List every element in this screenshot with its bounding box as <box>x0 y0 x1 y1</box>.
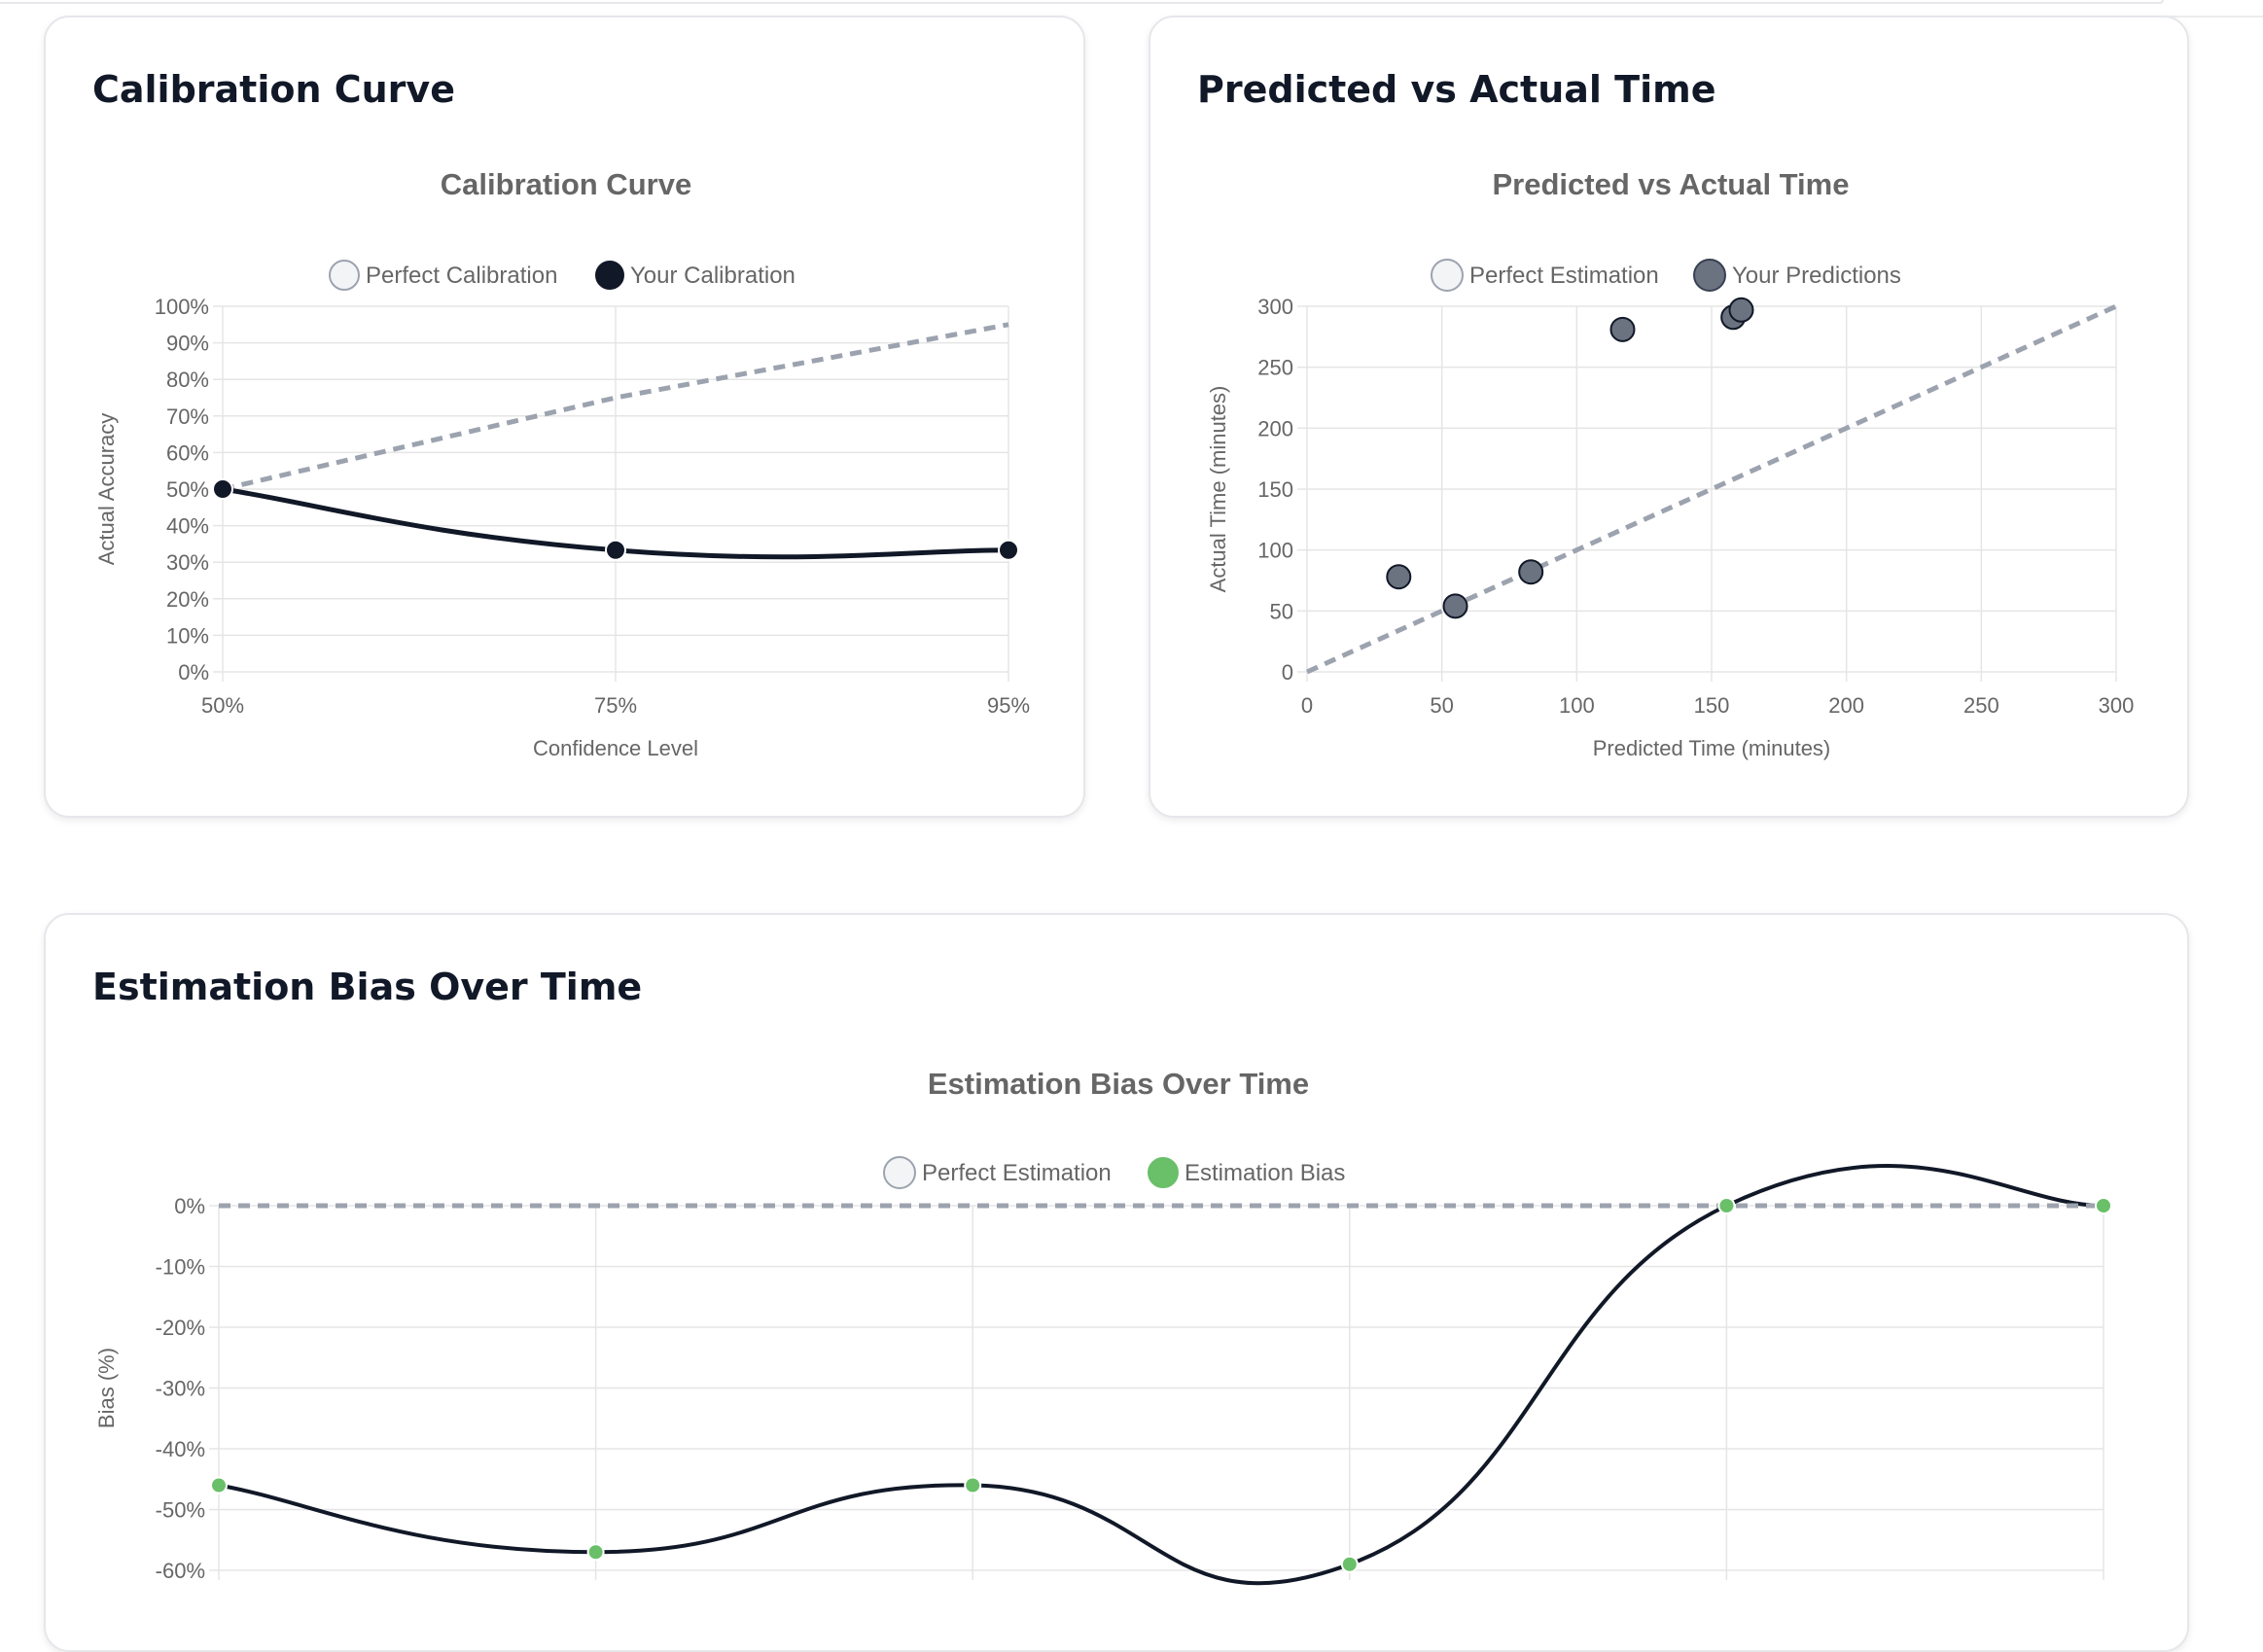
y-axis-title: Bias (%) <box>94 1348 119 1428</box>
predicted-vs-actual-chart: Predicted vs Actual Time Perfect Estimati… <box>1206 167 2135 760</box>
scatter-point <box>1386 564 1412 590</box>
legend-label: Your Calibration <box>630 263 796 289</box>
calibration-card: Calibration Curve Calibration Curve Perfe… <box>44 16 1085 818</box>
legend-label: Perfect Estimation <box>1469 263 1659 289</box>
estimation-bias-line <box>218 1164 2104 1586</box>
y-axis-title: Actual Time (minutes) <box>1206 386 1230 593</box>
y-tick-label: 100% <box>155 295 209 319</box>
estimation-bias-chart: Estimation Bias Over Time Perfect Estimat… <box>94 1067 2112 1586</box>
chart-title: Predicted vs Actual Time <box>1493 167 1850 201</box>
y-tick-label: -40% <box>156 1437 205 1461</box>
x-tick-label: 50 <box>1430 693 1453 718</box>
legend-label: Estimation Bias <box>1185 1160 1345 1186</box>
x-tick-label: 95% <box>987 693 1030 718</box>
scatter-point <box>1728 297 1754 323</box>
card-heading: Estimation Bias Over Time <box>92 966 643 1008</box>
y-tick-label: -60% <box>156 1559 205 1583</box>
y-tick-label: 80% <box>166 368 209 392</box>
legend-swatch <box>1148 1157 1179 1188</box>
y-tick-label: 0% <box>174 1194 205 1218</box>
y-tick-label: -50% <box>156 1498 205 1523</box>
legend-swatch <box>883 1156 916 1189</box>
scatter-point <box>1609 316 1636 342</box>
legend: Perfect Estimation Estimation Bias <box>883 1156 1345 1189</box>
y-tick-label: 250 <box>1257 356 1293 380</box>
data-point <box>998 539 1019 561</box>
legend: Perfect Calibration Your Calibration <box>329 260 796 291</box>
data-point <box>605 539 626 561</box>
x-tick-label: 300 <box>2099 693 2135 718</box>
chart-title: Calibration Curve <box>441 167 691 201</box>
scatter-point <box>1442 593 1468 619</box>
y-tick-label: -20% <box>156 1316 205 1340</box>
scatter-point <box>1518 559 1544 585</box>
data-point <box>586 1543 605 1562</box>
legend-swatch <box>595 261 624 290</box>
legend-label: Your Predictions <box>1732 263 1901 289</box>
y-tick-label: 60% <box>166 440 209 465</box>
y-tick-label: 300 <box>1257 295 1293 319</box>
y-tick-label: -10% <box>156 1255 205 1280</box>
y-tick-label: 200 <box>1257 416 1293 440</box>
estimation-bias-card: Estimation Bias Over Time Estimation Bia… <box>44 913 2189 1652</box>
x-tick-label: 250 <box>1963 693 1999 718</box>
x-tick-label: 100 <box>1559 693 1595 718</box>
perfect-estimation-line <box>1305 303 2118 675</box>
x-tick-label: 75% <box>594 693 637 718</box>
x-axis-title: Predicted Time (minutes) <box>1593 736 1831 760</box>
y-tick-label: -30% <box>156 1377 205 1401</box>
y-tick-label: 0% <box>178 660 209 685</box>
y-tick-label: 50% <box>166 477 209 502</box>
divider <box>2169 16 2263 18</box>
y-tick-label: 50 <box>1270 599 1293 623</box>
legend-label: Perfect Estimation <box>922 1160 1112 1186</box>
legend: Perfect Estimation Your Predictions <box>1431 259 1901 292</box>
legend-label: Perfect Calibration <box>366 263 557 289</box>
y-tick-label: 70% <box>166 404 209 429</box>
y-tick-label: 150 <box>1257 477 1293 502</box>
y-tick-label: 20% <box>166 587 209 612</box>
y-tick-label: 0 <box>1282 660 1293 685</box>
legend-swatch <box>1431 259 1464 292</box>
card-heading: Calibration Curve <box>92 68 455 111</box>
data-point <box>210 1476 228 1494</box>
y-tick-label: 10% <box>166 623 209 648</box>
perfect-calibration-line <box>222 322 1009 492</box>
y-tick-label: 100 <box>1257 539 1293 563</box>
data-point <box>2095 1197 2112 1214</box>
y-tick-label: 30% <box>166 550 209 575</box>
x-tick-label: 50% <box>201 693 244 718</box>
x-axis-title: Confidence Level <box>533 736 698 760</box>
previous-section-edge <box>0 0 2164 4</box>
x-tick-label: 0 <box>1301 693 1313 718</box>
y-tick-label: 40% <box>166 514 209 539</box>
top-edge <box>0 0 2263 18</box>
legend-swatch <box>1693 259 1726 292</box>
data-point <box>1340 1555 1359 1573</box>
data-point <box>1717 1197 1736 1214</box>
chart-title: Estimation Bias Over Time <box>928 1067 1309 1101</box>
x-tick-label: 200 <box>1828 693 1864 718</box>
predicted-vs-actual-card: Predicted vs Actual Time Predicted vs Ac… <box>1149 16 2189 818</box>
card-heading: Predicted vs Actual Time <box>1197 68 1716 111</box>
data-point <box>212 478 233 500</box>
x-tick-label: 150 <box>1694 693 1730 718</box>
y-tick-label: 90% <box>166 332 209 356</box>
y-axis-title: Actual Accuracy <box>94 413 119 566</box>
calibration-chart: Calibration Curve Perfect Calibration Your… <box>94 167 1030 760</box>
data-point <box>964 1476 982 1494</box>
legend-swatch <box>329 260 360 291</box>
